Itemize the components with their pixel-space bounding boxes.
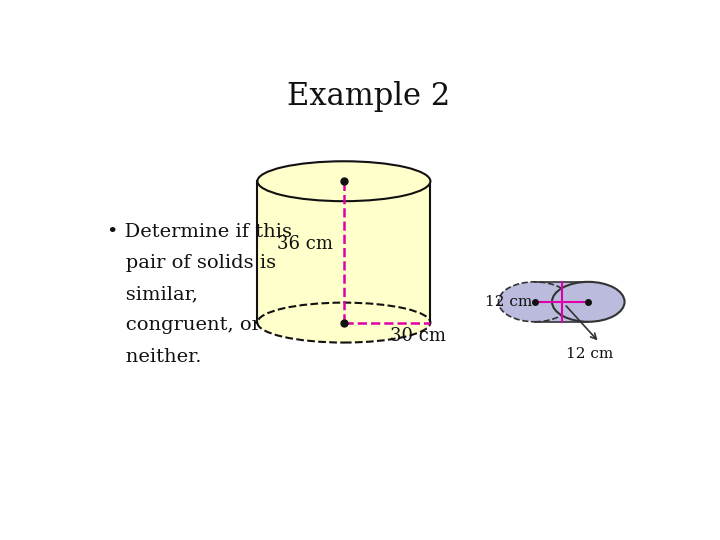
Text: neither.: neither. xyxy=(107,348,202,366)
Text: pair of solids is: pair of solids is xyxy=(107,254,276,272)
Text: 12 cm: 12 cm xyxy=(485,295,532,309)
Polygon shape xyxy=(535,282,588,322)
Text: 12 cm: 12 cm xyxy=(566,347,613,361)
Text: • Determine if this: • Determine if this xyxy=(107,223,292,241)
Polygon shape xyxy=(258,181,431,322)
Ellipse shape xyxy=(552,282,624,322)
Text: 36 cm: 36 cm xyxy=(276,234,333,253)
Ellipse shape xyxy=(258,302,431,342)
Ellipse shape xyxy=(258,161,431,201)
Text: similar,: similar, xyxy=(107,285,197,303)
Ellipse shape xyxy=(498,282,571,322)
Text: congruent, or: congruent, or xyxy=(107,316,261,334)
Text: Example 2: Example 2 xyxy=(287,82,451,112)
Text: 30 cm: 30 cm xyxy=(390,327,446,345)
